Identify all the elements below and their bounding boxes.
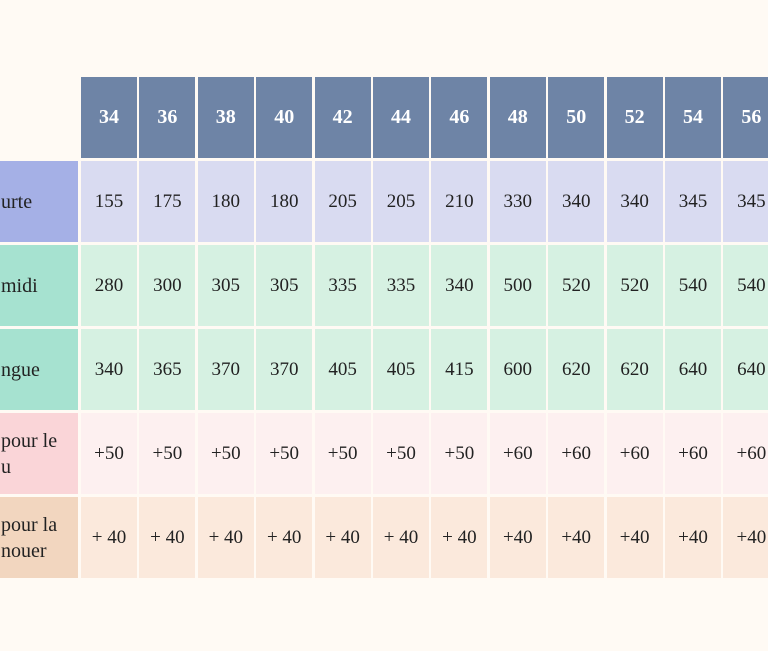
price-cell: + 40	[139, 497, 196, 578]
price-cell: +40	[489, 497, 546, 578]
price-cell: 370	[256, 329, 313, 410]
price-cell: 640	[723, 329, 768, 410]
size-header: 38	[197, 77, 254, 158]
price-cell: +50	[256, 413, 313, 494]
row-label: midi	[0, 245, 78, 326]
price-cell: 180	[197, 161, 254, 242]
price-cell: 305	[256, 245, 313, 326]
price-cell: +60	[606, 413, 663, 494]
price-cell: +60	[489, 413, 546, 494]
row-label: pour le u	[0, 413, 78, 494]
size-header: 56	[723, 77, 768, 158]
row-label: urte	[0, 161, 78, 242]
price-cell: + 40	[431, 497, 488, 578]
price-cell: 370	[197, 329, 254, 410]
price-cell: 345	[723, 161, 768, 242]
price-cell: 415	[431, 329, 488, 410]
price-cell: 155	[81, 161, 137, 242]
price-cell: + 40	[256, 497, 313, 578]
price-cell: 205	[373, 161, 429, 242]
price-cell: +40	[665, 497, 721, 578]
size-header: 34	[81, 77, 137, 158]
size-header: 48	[489, 77, 546, 158]
row-label: pour la nouer	[0, 497, 78, 578]
price-cell: 340	[81, 329, 137, 410]
price-cell: 520	[548, 245, 605, 326]
price-cell: 405	[373, 329, 429, 410]
price-cell: 335	[314, 245, 371, 326]
price-cell: 620	[548, 329, 605, 410]
price-cell: +50	[373, 413, 429, 494]
price-cell: + 40	[197, 497, 254, 578]
price-cell: 280	[81, 245, 137, 326]
row-label: ngue	[0, 329, 78, 410]
price-cell: 345	[665, 161, 721, 242]
price-cell: 180	[256, 161, 313, 242]
price-cell: 600	[489, 329, 546, 410]
price-cell: 540	[665, 245, 721, 326]
price-cell: 520	[606, 245, 663, 326]
price-cell: 175	[139, 161, 196, 242]
price-cell: 640	[665, 329, 721, 410]
price-cell: +60	[548, 413, 605, 494]
price-cell: +50	[81, 413, 137, 494]
price-cell: +40	[548, 497, 605, 578]
size-header: 50	[548, 77, 605, 158]
price-cell: 620	[606, 329, 663, 410]
price-cell: 210	[431, 161, 488, 242]
price-cell: + 40	[314, 497, 371, 578]
price-cell: 305	[197, 245, 254, 326]
price-cell: + 40	[373, 497, 429, 578]
price-cell: 330	[489, 161, 546, 242]
price-cell: +60	[723, 413, 768, 494]
price-cell: 365	[139, 329, 196, 410]
size-header: 46	[431, 77, 488, 158]
size-header: 52	[606, 77, 663, 158]
size-header: 40	[256, 77, 313, 158]
size-header: 44	[373, 77, 429, 158]
price-cell: +40	[723, 497, 768, 578]
price-cell: + 40	[81, 497, 137, 578]
price-cell: 335	[373, 245, 429, 326]
price-cell: 205	[314, 161, 371, 242]
price-cell: 500	[489, 245, 546, 326]
price-cell: +50	[139, 413, 196, 494]
price-cell: 340	[548, 161, 605, 242]
price-cell: +60	[665, 413, 721, 494]
size-header: 54	[665, 77, 721, 158]
price-cell: +50	[431, 413, 488, 494]
price-cell: 340	[606, 161, 663, 242]
price-cell: 405	[314, 329, 371, 410]
price-cell: 540	[723, 245, 768, 326]
price-cell: 300	[139, 245, 196, 326]
price-cell: 340	[431, 245, 488, 326]
price-cell: +50	[314, 413, 371, 494]
size-header: 36	[139, 77, 196, 158]
price-cell: +40	[606, 497, 663, 578]
price-cell: +50	[197, 413, 254, 494]
size-header: 42	[314, 77, 371, 158]
